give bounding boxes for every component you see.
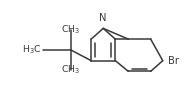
Text: CH$_3$: CH$_3$	[61, 23, 80, 36]
Text: Br: Br	[168, 56, 179, 66]
Text: N: N	[100, 13, 107, 23]
Text: H$_3$C: H$_3$C	[23, 44, 42, 56]
Text: CH$_3$: CH$_3$	[61, 64, 80, 76]
